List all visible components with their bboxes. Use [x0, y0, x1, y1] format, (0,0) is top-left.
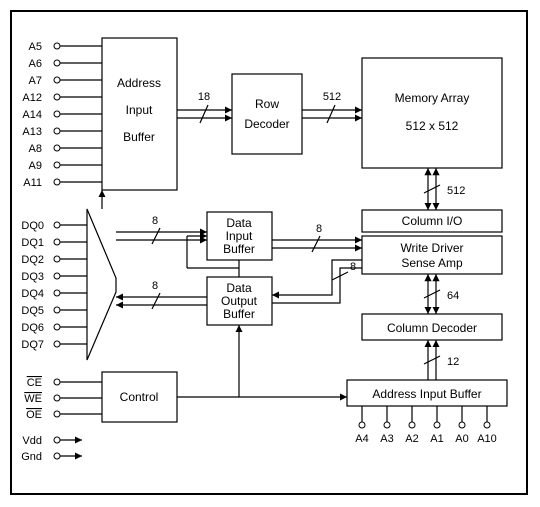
pin-label: DQ5 — [21, 305, 44, 317]
bus-width-label: 18 — [198, 91, 210, 103]
pin-a8 — [54, 145, 60, 151]
pin-a6 — [54, 60, 60, 66]
pin-label: DQ6 — [21, 322, 44, 334]
pin-label: DQ0 — [21, 220, 44, 232]
block-label: Data — [226, 216, 252, 230]
pin-label: A8 — [29, 143, 42, 155]
bus-width-label: 8 — [316, 223, 322, 235]
bus-width-label: 12 — [447, 356, 459, 368]
bus-width-label: 512 — [447, 185, 465, 197]
pin-label: A6 — [29, 58, 42, 70]
block-label: Decoder — [244, 117, 289, 131]
bus-width-label: 8 — [152, 280, 158, 292]
diagram-border: A5 A6 A7 A12 A14 A13 — [10, 10, 528, 495]
block-label: Buffer — [123, 130, 155, 144]
pin-label: A5 — [29, 41, 42, 53]
pin-label: A10 — [477, 433, 497, 445]
block-row-decoder — [232, 74, 302, 154]
pin-label: DQ2 — [21, 254, 44, 266]
bus-width-label: 8 — [152, 215, 158, 227]
power-pin-group: Vdd Gnd — [21, 435, 82, 463]
pin-a13 — [54, 128, 60, 134]
block-label: Output — [221, 294, 258, 308]
pin-label: A13 — [22, 126, 42, 138]
bus-addr-to-row: 18 — [177, 91, 232, 123]
block-label: Write Driver — [400, 241, 463, 255]
block-label: Column Decoder — [387, 321, 477, 335]
bus-wrdrv-to-dout: 8 — [272, 260, 362, 303]
addr-pin-group: A5 A6 A7 A12 A14 A13 — [22, 41, 102, 189]
pin-label: A11 — [23, 177, 42, 189]
bus-width-label: 64 — [447, 290, 459, 302]
bus-din-to-wrdrv: 8 — [272, 223, 362, 252]
bus-mem-to-colio: 512 — [424, 168, 465, 210]
block-label: 512 x 512 — [406, 119, 459, 133]
pin-a7 — [54, 77, 60, 83]
ctrl-pin-group: CE WE OE — [24, 377, 102, 421]
bus-addr2-coldec: 12 — [424, 340, 459, 380]
block-label: Address Input Buffer — [372, 387, 481, 401]
bus-wrdrv-coldec: 64 — [424, 274, 459, 314]
block-memory-array — [362, 58, 502, 168]
pin-label: A1 — [430, 433, 443, 445]
pin-label: Vdd — [22, 435, 42, 447]
addr2-pin-group: A4 A3 A2 A1 A0 A10 — [355, 406, 497, 445]
pin-a5 — [54, 43, 60, 49]
pin-label: A2 — [405, 433, 418, 445]
block-label: Memory Array — [395, 91, 470, 105]
bus-row-to-mem: 512 — [302, 91, 362, 123]
pin-a9 — [54, 162, 60, 168]
pin-label: DQ7 — [21, 339, 44, 351]
block-label: Input — [126, 103, 153, 117]
pin-a12 — [54, 94, 60, 100]
pin-label: DQ1 — [21, 237, 44, 249]
block-label: Address — [117, 76, 161, 90]
dq-pin-group: DQ0 DQ1 DQ2 DQ3 DQ4 DQ5 DQ6 DQ7 — [21, 220, 87, 351]
pin-label: A7 — [29, 75, 42, 87]
bus-dout-to-dq: 8 — [116, 280, 207, 309]
pin-label: A3 — [380, 433, 393, 445]
block-label: Buffer — [223, 242, 255, 256]
pin-label: DQ4 — [21, 288, 44, 300]
pin-label: DQ3 — [21, 271, 44, 283]
pin-label: A9 — [29, 160, 42, 172]
diagram-frame: A5 A6 A7 A12 A14 A13 — [0, 0, 540, 507]
pin-label: A14 — [22, 109, 42, 121]
block-label: Buffer — [223, 307, 255, 321]
pin-a11 — [54, 179, 60, 185]
pin-label: WE — [24, 393, 42, 405]
bus-width-label: 512 — [323, 91, 341, 103]
pin-label: Gnd — [21, 451, 42, 463]
bus-width-label: 8 — [350, 261, 356, 273]
pin-label: A12 — [22, 92, 42, 104]
pin-a14 — [54, 111, 60, 117]
block-label: Row — [255, 97, 279, 111]
pin-label: A0 — [455, 433, 468, 445]
pin-label: CE — [27, 377, 42, 389]
block-label: Sense Amp — [401, 256, 463, 270]
pin-label: A4 — [355, 433, 368, 445]
block-label: Control — [120, 390, 159, 404]
block-label: Input — [226, 229, 253, 243]
pin-label: OE — [26, 409, 42, 421]
dq-fan — [87, 209, 116, 360]
bus-dq-to-din: 8 — [116, 215, 207, 244]
block-label: Data — [226, 281, 252, 295]
block-label: Column I/O — [402, 214, 463, 228]
memory-block-diagram: A5 A6 A7 A12 A14 A13 — [12, 12, 526, 493]
